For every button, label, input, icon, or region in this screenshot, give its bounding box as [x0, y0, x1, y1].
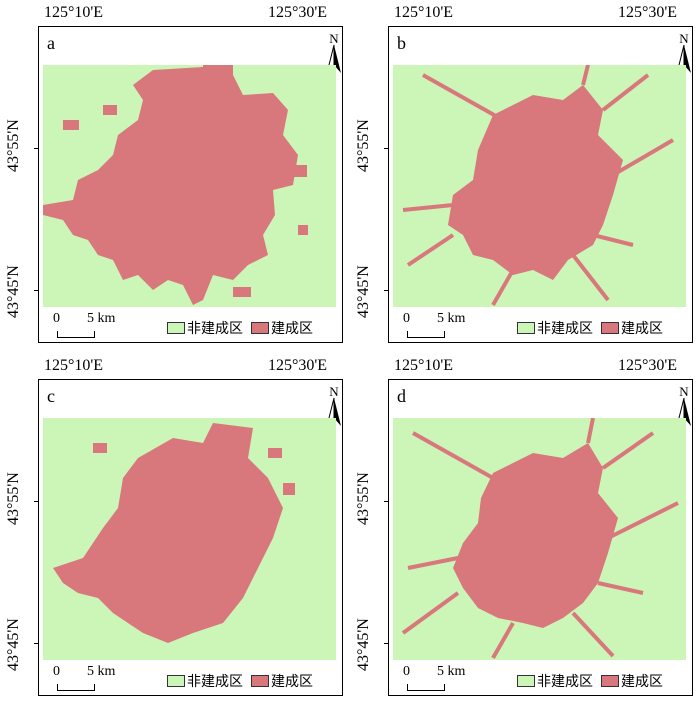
lat-tick — [34, 148, 38, 149]
map-frame: b N 0 5 km 非建成区 建成区 — [388, 26, 693, 343]
scale-zero: 0 — [53, 311, 60, 326]
longitude-label-right: 125°30'E — [268, 4, 328, 21]
built-up-area-map — [43, 65, 336, 307]
legend-swatch-non-built — [167, 322, 185, 334]
longitude-label-right: 125°30'E — [618, 4, 678, 21]
lat-tick — [34, 290, 38, 291]
legend-swatch-built — [251, 322, 269, 334]
map-panel-c: 125°10'E 125°30'E 43°55'N 43°45'N c N 0 … — [0, 353, 350, 706]
built-up-area-map — [43, 418, 336, 660]
svg-text:N: N — [679, 384, 689, 399]
legend: 非建成区 建成区 — [517, 317, 671, 339]
longitude-label-left: 125°10'E — [44, 4, 104, 21]
scale-bar: 0 5 km — [49, 311, 139, 341]
legend-built: 建成区 — [271, 321, 313, 337]
panel-letter: a — [47, 33, 55, 53]
map-panel-b: 125°10'E 125°30'E 43°55'N 43°45'N b N 0 — [350, 0, 700, 353]
map-frame: c N 0 5 km 非建成区 建成区 — [38, 379, 343, 696]
scale-bar: 0 5 km — [399, 311, 489, 341]
latitude-label-lower: 43°45'N — [5, 265, 22, 318]
legend-non-built: 非建成区 — [187, 321, 243, 337]
map-graphic — [43, 65, 308, 305]
map-panel-a: 125°10'E 125°30'E 43°55'N 43°45'N a N 0 … — [0, 0, 350, 353]
built-up-area-map — [393, 418, 686, 660]
north-label: N — [329, 31, 339, 46]
scale-five: 5 km — [87, 311, 116, 326]
latitude-label-upper: 43°55'N — [5, 119, 22, 172]
built-up-area-map — [393, 65, 686, 307]
scale-bar: 0 5 km — [49, 664, 139, 694]
map-frame: d N 0 5 km 非建成区 建成区 — [388, 379, 693, 696]
scale-bar: 0 5 km — [399, 664, 489, 694]
legend: 非建成区 建成区 — [167, 317, 321, 339]
panel-letter: b — [397, 33, 406, 53]
legend: 非建成区 建成区 — [517, 670, 671, 692]
legend: 非建成区 建成区 — [167, 670, 321, 692]
panel-letter: d — [397, 386, 406, 406]
svg-text:N: N — [679, 31, 689, 46]
map-frame: a N 0 5 km 非建成区 建成区 — [38, 26, 343, 343]
svg-text:N: N — [329, 384, 339, 399]
panel-letter: c — [47, 386, 55, 406]
map-panel-d: 125°10'E 125°30'E 43°55'N 43°45'N d N 0 — [350, 353, 700, 706]
longitude-label-left: 125°10'E — [394, 4, 454, 21]
latitude-label-lower: 43°45'N — [355, 265, 372, 318]
latitude-label-upper: 43°55'N — [355, 119, 372, 172]
